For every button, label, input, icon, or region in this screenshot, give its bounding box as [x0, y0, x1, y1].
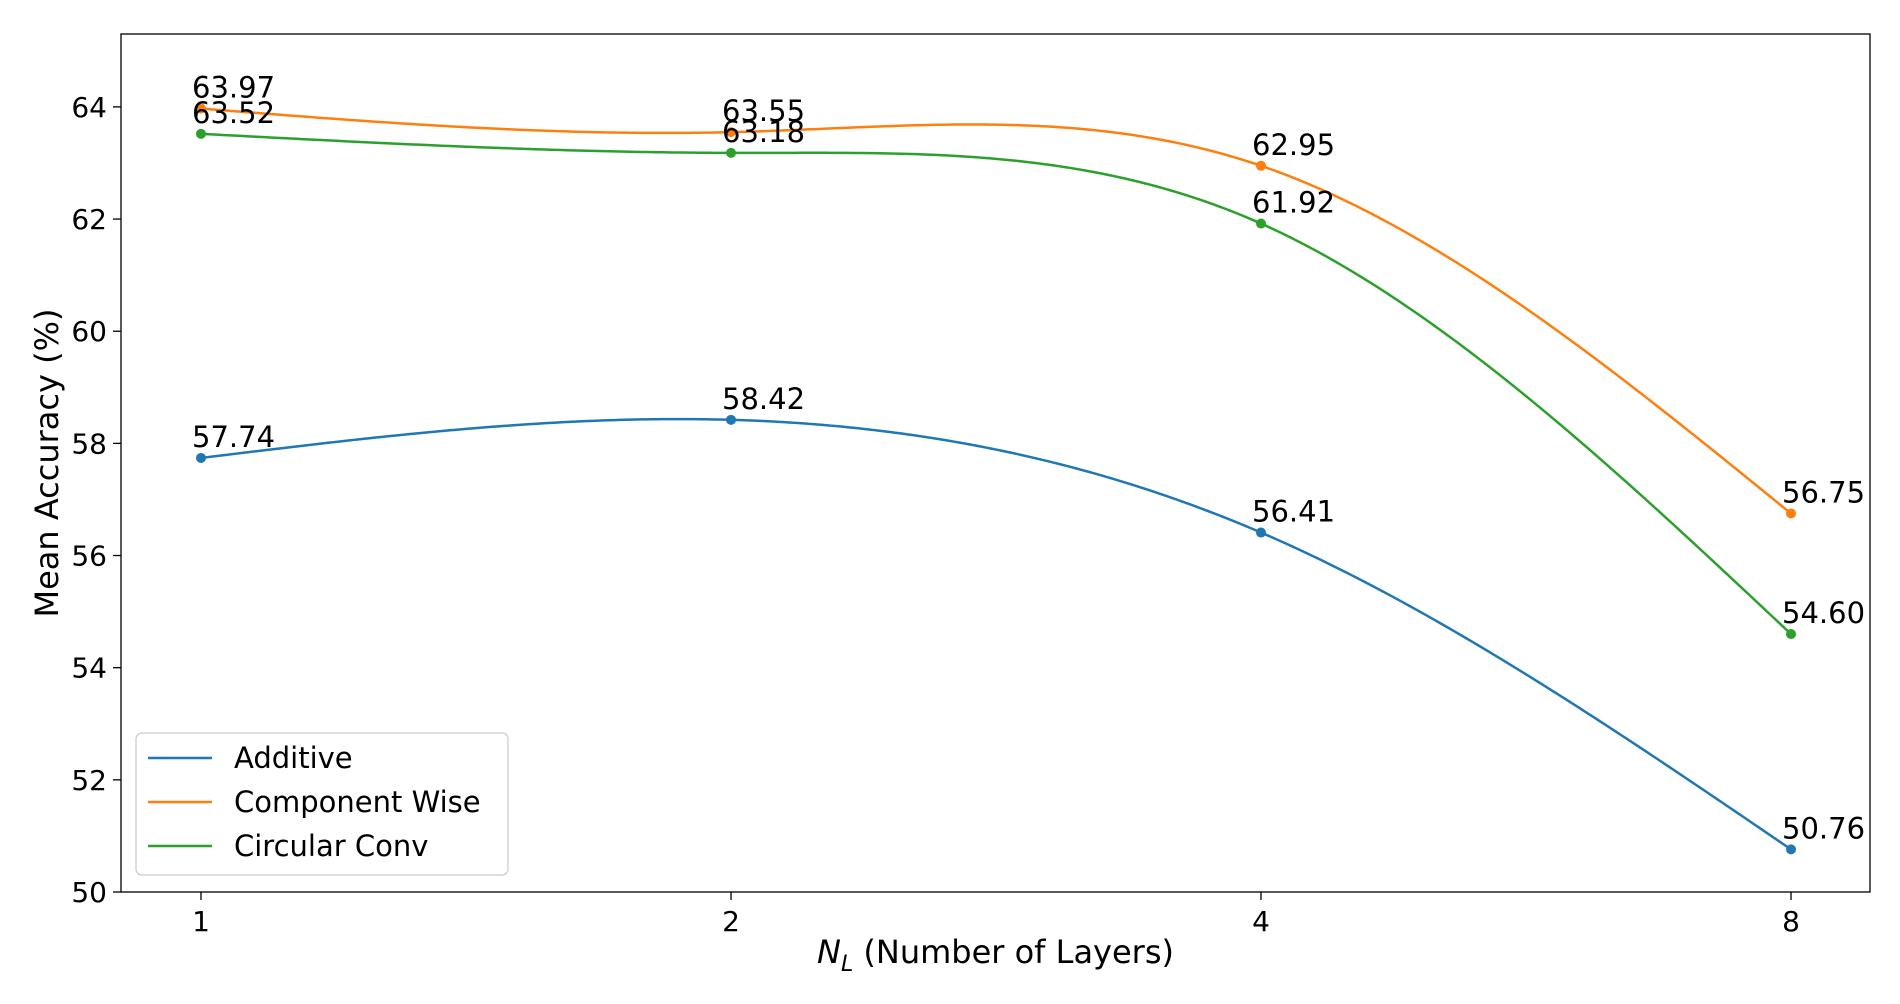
axis-ticks: 50 52 54 56 58 60 62 64 1 2 4 8 — [71, 91, 1800, 938]
y-tick-label: 60 — [71, 315, 107, 348]
y-tick-label: 64 — [71, 91, 107, 124]
x-axis-label: NL (Number of Layers) — [817, 933, 1174, 977]
data-label: 61.92 — [1252, 186, 1335, 220]
data-label: 63.52 — [192, 96, 275, 130]
data-label: 63.97 — [192, 71, 275, 105]
data-point — [1256, 160, 1266, 171]
x-tick-label: 8 — [1782, 905, 1800, 938]
y-tick-label: 62 — [71, 203, 107, 236]
data-label: 62.95 — [1252, 128, 1335, 162]
data-point — [1256, 218, 1266, 229]
series-line-additive — [200, 417, 1792, 851]
legend-label-additive: Additive — [234, 741, 353, 775]
data-point — [196, 128, 206, 139]
x-tick-label: 1 — [192, 905, 210, 938]
y-tick-label: 50 — [71, 876, 107, 909]
data-label: 58.42 — [722, 382, 805, 416]
y-tick-label: 58 — [71, 427, 107, 460]
data-point — [1786, 844, 1796, 855]
y-tick-label: 52 — [71, 764, 107, 797]
legend-box — [135, 732, 509, 876]
data-point — [726, 147, 736, 158]
data-label: 57.74 — [192, 420, 275, 454]
data-label: 56.75 — [1782, 475, 1865, 509]
data-point — [1256, 527, 1266, 538]
data-labels: 57.74 58.42 56.41 50.76 63.97 63.55 62.95 56.75… — [192, 71, 1865, 846]
legend-label-component-wise: Component Wise — [234, 785, 481, 819]
data-label: 63.18 — [722, 115, 805, 149]
x-tick-label: 4 — [1252, 905, 1270, 938]
data-point — [196, 103, 206, 114]
series-lines — [196, 103, 1796, 855]
data-label: 50.76 — [1782, 811, 1865, 845]
legend-label-circular-conv: Circular Conv — [234, 829, 428, 863]
series-line-component-wise — [200, 107, 1792, 515]
data-label: 56.41 — [1252, 495, 1335, 529]
data-point — [1786, 508, 1796, 519]
y-tick-label: 54 — [71, 652, 107, 685]
series-line-circular-conv — [200, 132, 1792, 635]
y-axis-label: Mean Accuracy (%) — [28, 309, 66, 618]
data-point — [726, 414, 736, 425]
y-tick-label: 56 — [71, 540, 107, 573]
x-tick-label: 2 — [722, 905, 740, 938]
legend: Additive Component Wise Circular Conv — [135, 732, 509, 876]
data-label: 54.60 — [1782, 596, 1865, 630]
data-point — [196, 452, 206, 463]
data-point — [1786, 629, 1796, 640]
data-label: 63.55 — [722, 94, 805, 128]
data-point — [726, 127, 736, 138]
